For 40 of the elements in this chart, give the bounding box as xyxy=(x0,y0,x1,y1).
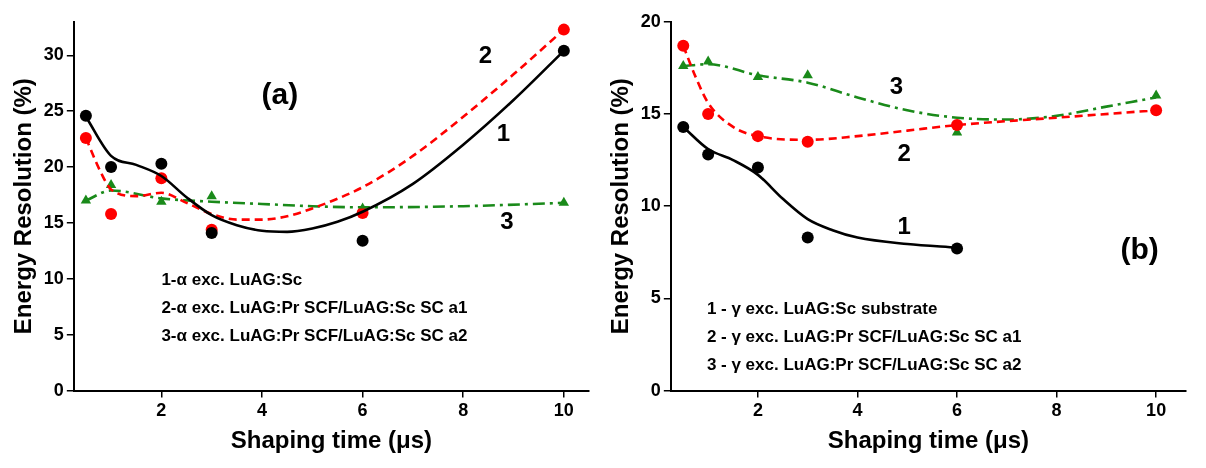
series-label: 1 xyxy=(897,211,911,239)
x-tick-label: 2 xyxy=(752,400,763,421)
y-tick-label: 5 xyxy=(53,323,64,344)
x-tick-label: 2 xyxy=(156,400,167,421)
series-label: 1 xyxy=(496,118,511,146)
x-tick-label: 10 xyxy=(553,400,574,421)
y-tick-label: 15 xyxy=(640,102,661,123)
x-tick-label: 8 xyxy=(1051,400,1062,421)
x-tick-label: 10 xyxy=(1146,400,1167,421)
y-tick-label: 10 xyxy=(43,267,64,288)
text: (b) xyxy=(1120,231,1159,265)
y-tick-label: 0 xyxy=(650,379,661,400)
annotation: 3 - γ exc. LuAG:Pr SCF/LuAG:Sc SC a2 xyxy=(706,355,1022,375)
x-tick-label: 4 xyxy=(852,400,863,421)
annotation: 2 - γ exc. LuAG:Pr SCF/LuAG:Sc SC a1 xyxy=(706,327,1022,347)
y-tick-label: 20 xyxy=(43,156,64,177)
x-axis-title: Shaping time (μs) xyxy=(827,426,1030,454)
x-tick-label: 6 xyxy=(357,400,368,421)
y-tick-label: 10 xyxy=(640,195,661,216)
y-tick-label: 30 xyxy=(43,44,64,65)
annotation: 3-α exc. LuAG:Pr SCF/LuAG:Sc SC a2 xyxy=(161,325,468,345)
annotation: 1 - γ exc. LuAG:Sc substrate xyxy=(706,299,938,319)
y-tick-label: 0 xyxy=(53,379,64,400)
series-label: 2 xyxy=(478,40,493,68)
y-tick-label: 20 xyxy=(640,10,661,31)
x-axis-title: Shaping time (μs) xyxy=(230,426,433,454)
series-label: 3 xyxy=(889,72,904,100)
x-tick-label: 8 xyxy=(458,400,469,421)
x-tick-label: 4 xyxy=(256,400,267,421)
series-label: 3 xyxy=(500,207,514,235)
series-label: 2 xyxy=(897,139,911,167)
annotation: 2-α exc. LuAG:Pr SCF/LuAG:Sc SC a1 xyxy=(161,297,468,317)
y-axis-title: Energy Resolution (%) xyxy=(606,78,634,335)
x-tick-label: 6 xyxy=(952,400,963,421)
text: (a) xyxy=(261,76,299,110)
annotation: 1-α exc. LuAG:Sc xyxy=(161,269,303,289)
y-tick-label: 5 xyxy=(650,287,661,308)
y-axis-title: Energy Resolution (%) xyxy=(9,78,37,335)
y-tick-label: 15 xyxy=(43,211,64,232)
y-tick-label: 25 xyxy=(43,100,64,121)
